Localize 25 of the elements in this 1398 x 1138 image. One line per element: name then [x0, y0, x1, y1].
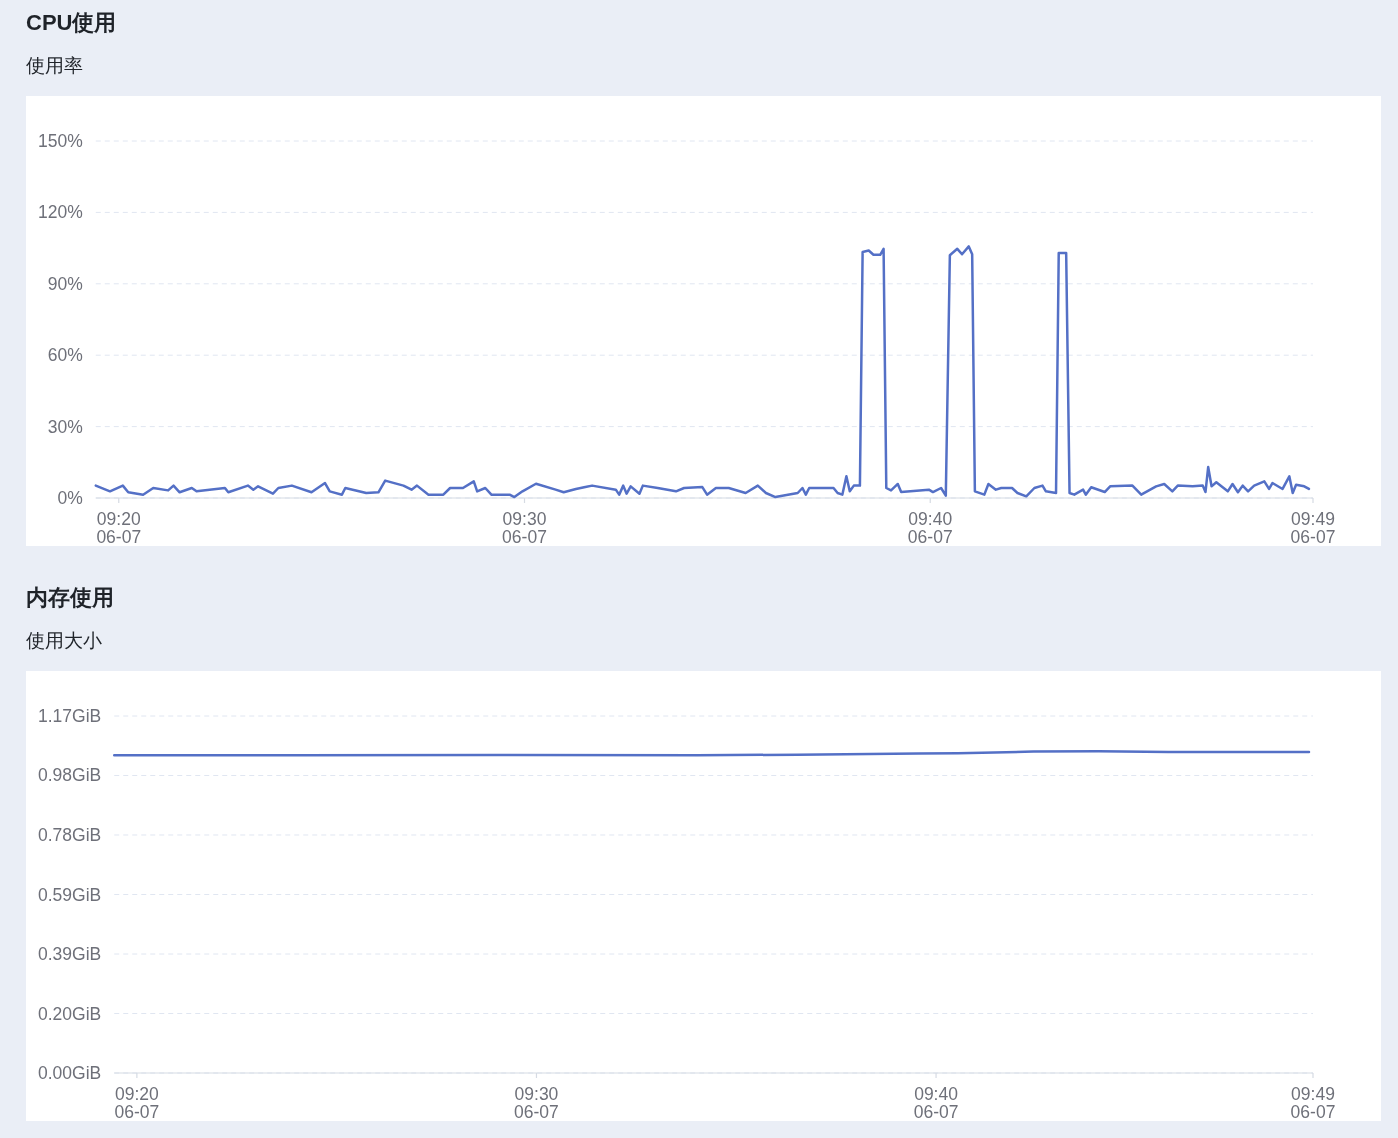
y-tick-label: 150%	[38, 131, 83, 151]
x-tick-label: 09:40 06-07	[913, 1084, 959, 1122]
chart-subtitle: 使用率	[26, 55, 83, 76]
x-tick-label: 09:30 06-07	[502, 509, 547, 547]
y-tick-label: 90%	[47, 273, 83, 294]
chart-title: 内存使用	[26, 585, 114, 610]
chart-subtitle: 使用大小	[26, 630, 102, 651]
y-tick-label: 0.20GiB	[38, 1003, 102, 1024]
y-tick-label: 1.17GiB	[38, 706, 102, 726]
y-tick-label: 30%	[47, 416, 83, 437]
y-tick-label: 0%	[57, 488, 83, 508]
y-tick-label: 0.98GiB	[38, 765, 102, 786]
x-tick-label: 09:49 06-07	[1290, 1084, 1336, 1122]
x-tick-label: 09:20 06-07	[114, 1084, 160, 1122]
x-tick-label: 09:30 06-07	[514, 1084, 559, 1122]
x-tick-label: 09:20 06-07	[96, 509, 142, 547]
y-tick-label: 0.00GiB	[38, 1063, 102, 1083]
y-tick-label: 0.59GiB	[38, 884, 102, 905]
x-tick-label: 09:40 06-07	[907, 509, 953, 547]
x-tick-label: 09:49 06-07	[1290, 509, 1336, 547]
y-tick-label: 0.39GiB	[38, 944, 102, 965]
y-tick-label: 120%	[38, 202, 83, 223]
y-tick-label: 0.78GiB	[38, 824, 102, 845]
y-tick-label: 60%	[47, 345, 83, 366]
chart-title: CPU使用	[26, 10, 117, 35]
